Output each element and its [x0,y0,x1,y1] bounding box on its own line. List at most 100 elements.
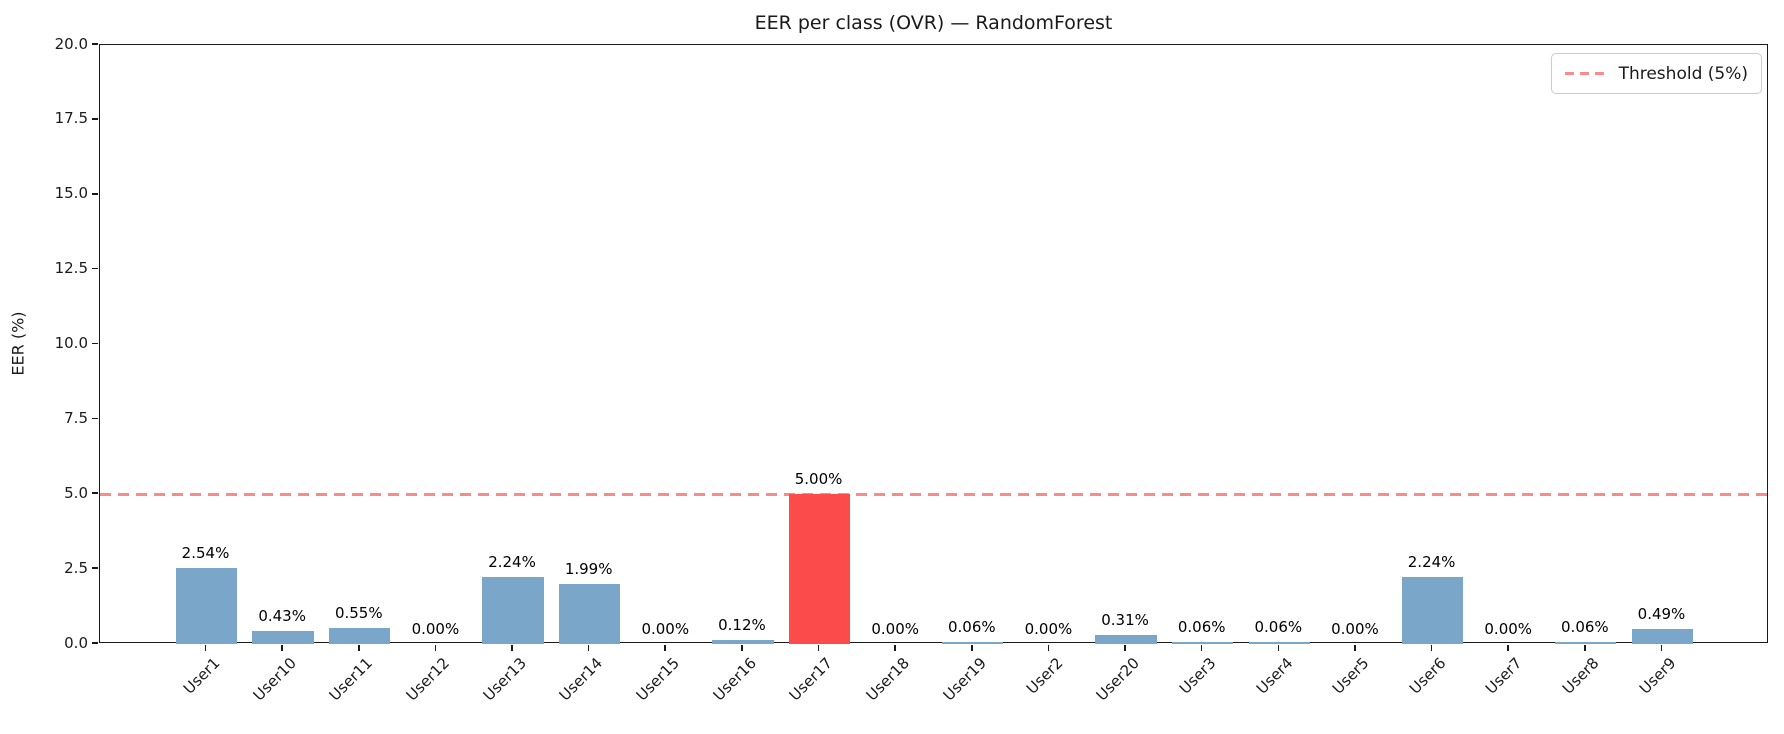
y-tick-label: 20.0 [54,34,88,53]
bar-value-label: 0.00% [871,620,919,638]
x-tick-mark [971,645,973,651]
x-tick-label: User8 [1558,654,1603,698]
y-tick-mark [92,192,98,195]
bar-User3 [1172,642,1234,644]
x-tick-label: User12 [402,654,454,705]
plot-area: Threshold (5%) [99,44,1768,644]
y-tick-label: 7.5 [64,408,88,427]
x-tick-label: User14 [555,654,607,705]
x-tick-label: User6 [1405,654,1450,698]
y-tick-mark [92,567,98,569]
x-tick-mark [1047,645,1050,651]
x-tick-mark [1660,645,1663,651]
bar-value-label: 2.54% [181,543,230,562]
x-tick-mark [357,645,360,651]
x-tick-mark [1354,645,1356,651]
legend-label: Threshold (5%) [1618,63,1748,84]
bar-value-label: 0.49% [1637,605,1686,624]
x-tick-label: User16 [709,654,760,705]
bar-value-label: 0.06% [1561,618,1609,637]
y-tick-label: 2.5 [64,558,88,577]
y-tick-label: 12.5 [54,259,88,278]
x-tick-mark [1124,645,1126,651]
bar-value-label: 2.24% [1407,552,1456,571]
bar-value-label: 0.00% [1331,620,1379,638]
bar-value-label: 0.00% [1024,620,1073,638]
x-tick-label: User19 [939,654,990,705]
x-tick-mark [664,645,667,651]
y-tick-mark [92,118,98,120]
x-tick-label: User10 [249,654,300,705]
x-tick-label: User3 [1175,654,1220,698]
x-tick-mark [434,645,437,651]
x-tick-label: User11 [326,654,377,705]
bar-User14 [559,584,621,644]
x-tick-mark [1584,645,1586,651]
x-tick-label: User5 [1329,654,1373,698]
bar-User17 [788,494,851,644]
legend: Threshold (5%) [1550,53,1762,94]
x-tick-mark [1507,645,1510,651]
x-tick-label: User17 [785,654,837,705]
bar-User10 [252,631,314,644]
bar-User4 [1248,642,1310,644]
y-tick-mark [92,642,98,644]
y-tick-mark [92,267,98,270]
y-axis-label: EER (%) [8,311,28,376]
x-tick-mark [817,645,820,651]
bar-value-label: 0.00% [1484,620,1533,638]
bar-value-label: 0.31% [1101,610,1149,629]
bar-value-label: 0.00% [641,620,690,638]
x-tick-mark [1200,645,1203,651]
x-tick-label: User1 [179,654,224,698]
y-tick-label: 17.5 [54,109,88,128]
x-tick-label: User2 [1022,654,1067,698]
x-tick-label: User13 [479,654,530,705]
bar-value-label: 0.06% [1254,618,1303,637]
bar-value-label: 0.43% [258,607,306,626]
bar-value-label: 0.00% [411,620,460,638]
y-tick-label: 10.0 [54,334,88,352]
bar-User9 [1631,629,1694,644]
x-tick-label: User4 [1252,654,1297,698]
bar-User1 [175,567,238,644]
bar-User16 [712,640,774,644]
x-tick-label: User15 [632,654,684,705]
x-tick-mark [1430,645,1433,651]
x-tick-mark [511,645,513,651]
bar-User19 [942,642,1004,644]
bar-value-label: 0.12% [718,616,766,635]
y-tick-mark [92,417,98,420]
bar-value-label: 5.00% [794,470,843,489]
bar-value-label: 0.55% [334,603,383,622]
x-tick-mark [587,645,590,651]
y-tick-label: 15.0 [54,184,88,203]
y-tick-mark [92,492,98,495]
x-tick-mark [741,645,743,651]
bar-value-label: 0.06% [947,618,996,637]
bar-User20 [1095,634,1157,644]
x-tick-mark [1277,645,1280,651]
y-tick-label: 0.0 [64,633,88,652]
bar-User8 [1555,642,1617,644]
bar-User13 [482,576,544,644]
x-tick-label: User7 [1482,654,1526,698]
x-tick-mark [281,645,283,651]
bar-User6 [1401,576,1464,644]
y-tick-mark [92,342,98,345]
x-tick-label: User18 [862,654,913,705]
x-tick-mark [894,645,896,651]
bar-value-label: 0.06% [1177,618,1226,637]
bar-User11 [329,627,391,644]
chart-title: EER per class (OVR) — RandomForest [754,12,1113,34]
bar-value-label: 1.99% [564,560,613,579]
threshold-dash-icon [1564,72,1607,75]
x-tick-mark [204,645,207,651]
x-tick-label: User9 [1635,654,1680,698]
y-tick-mark [92,43,98,45]
bar-value-label: 2.24% [488,552,536,571]
y-tick-label: 5.0 [64,483,88,502]
threshold-line [100,492,1767,496]
x-tick-label: User20 [1092,654,1143,705]
